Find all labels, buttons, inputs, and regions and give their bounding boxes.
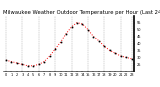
- Text: Milwaukee Weather Outdoor Temperature per Hour (Last 24 Hours): Milwaukee Weather Outdoor Temperature pe…: [3, 10, 160, 15]
